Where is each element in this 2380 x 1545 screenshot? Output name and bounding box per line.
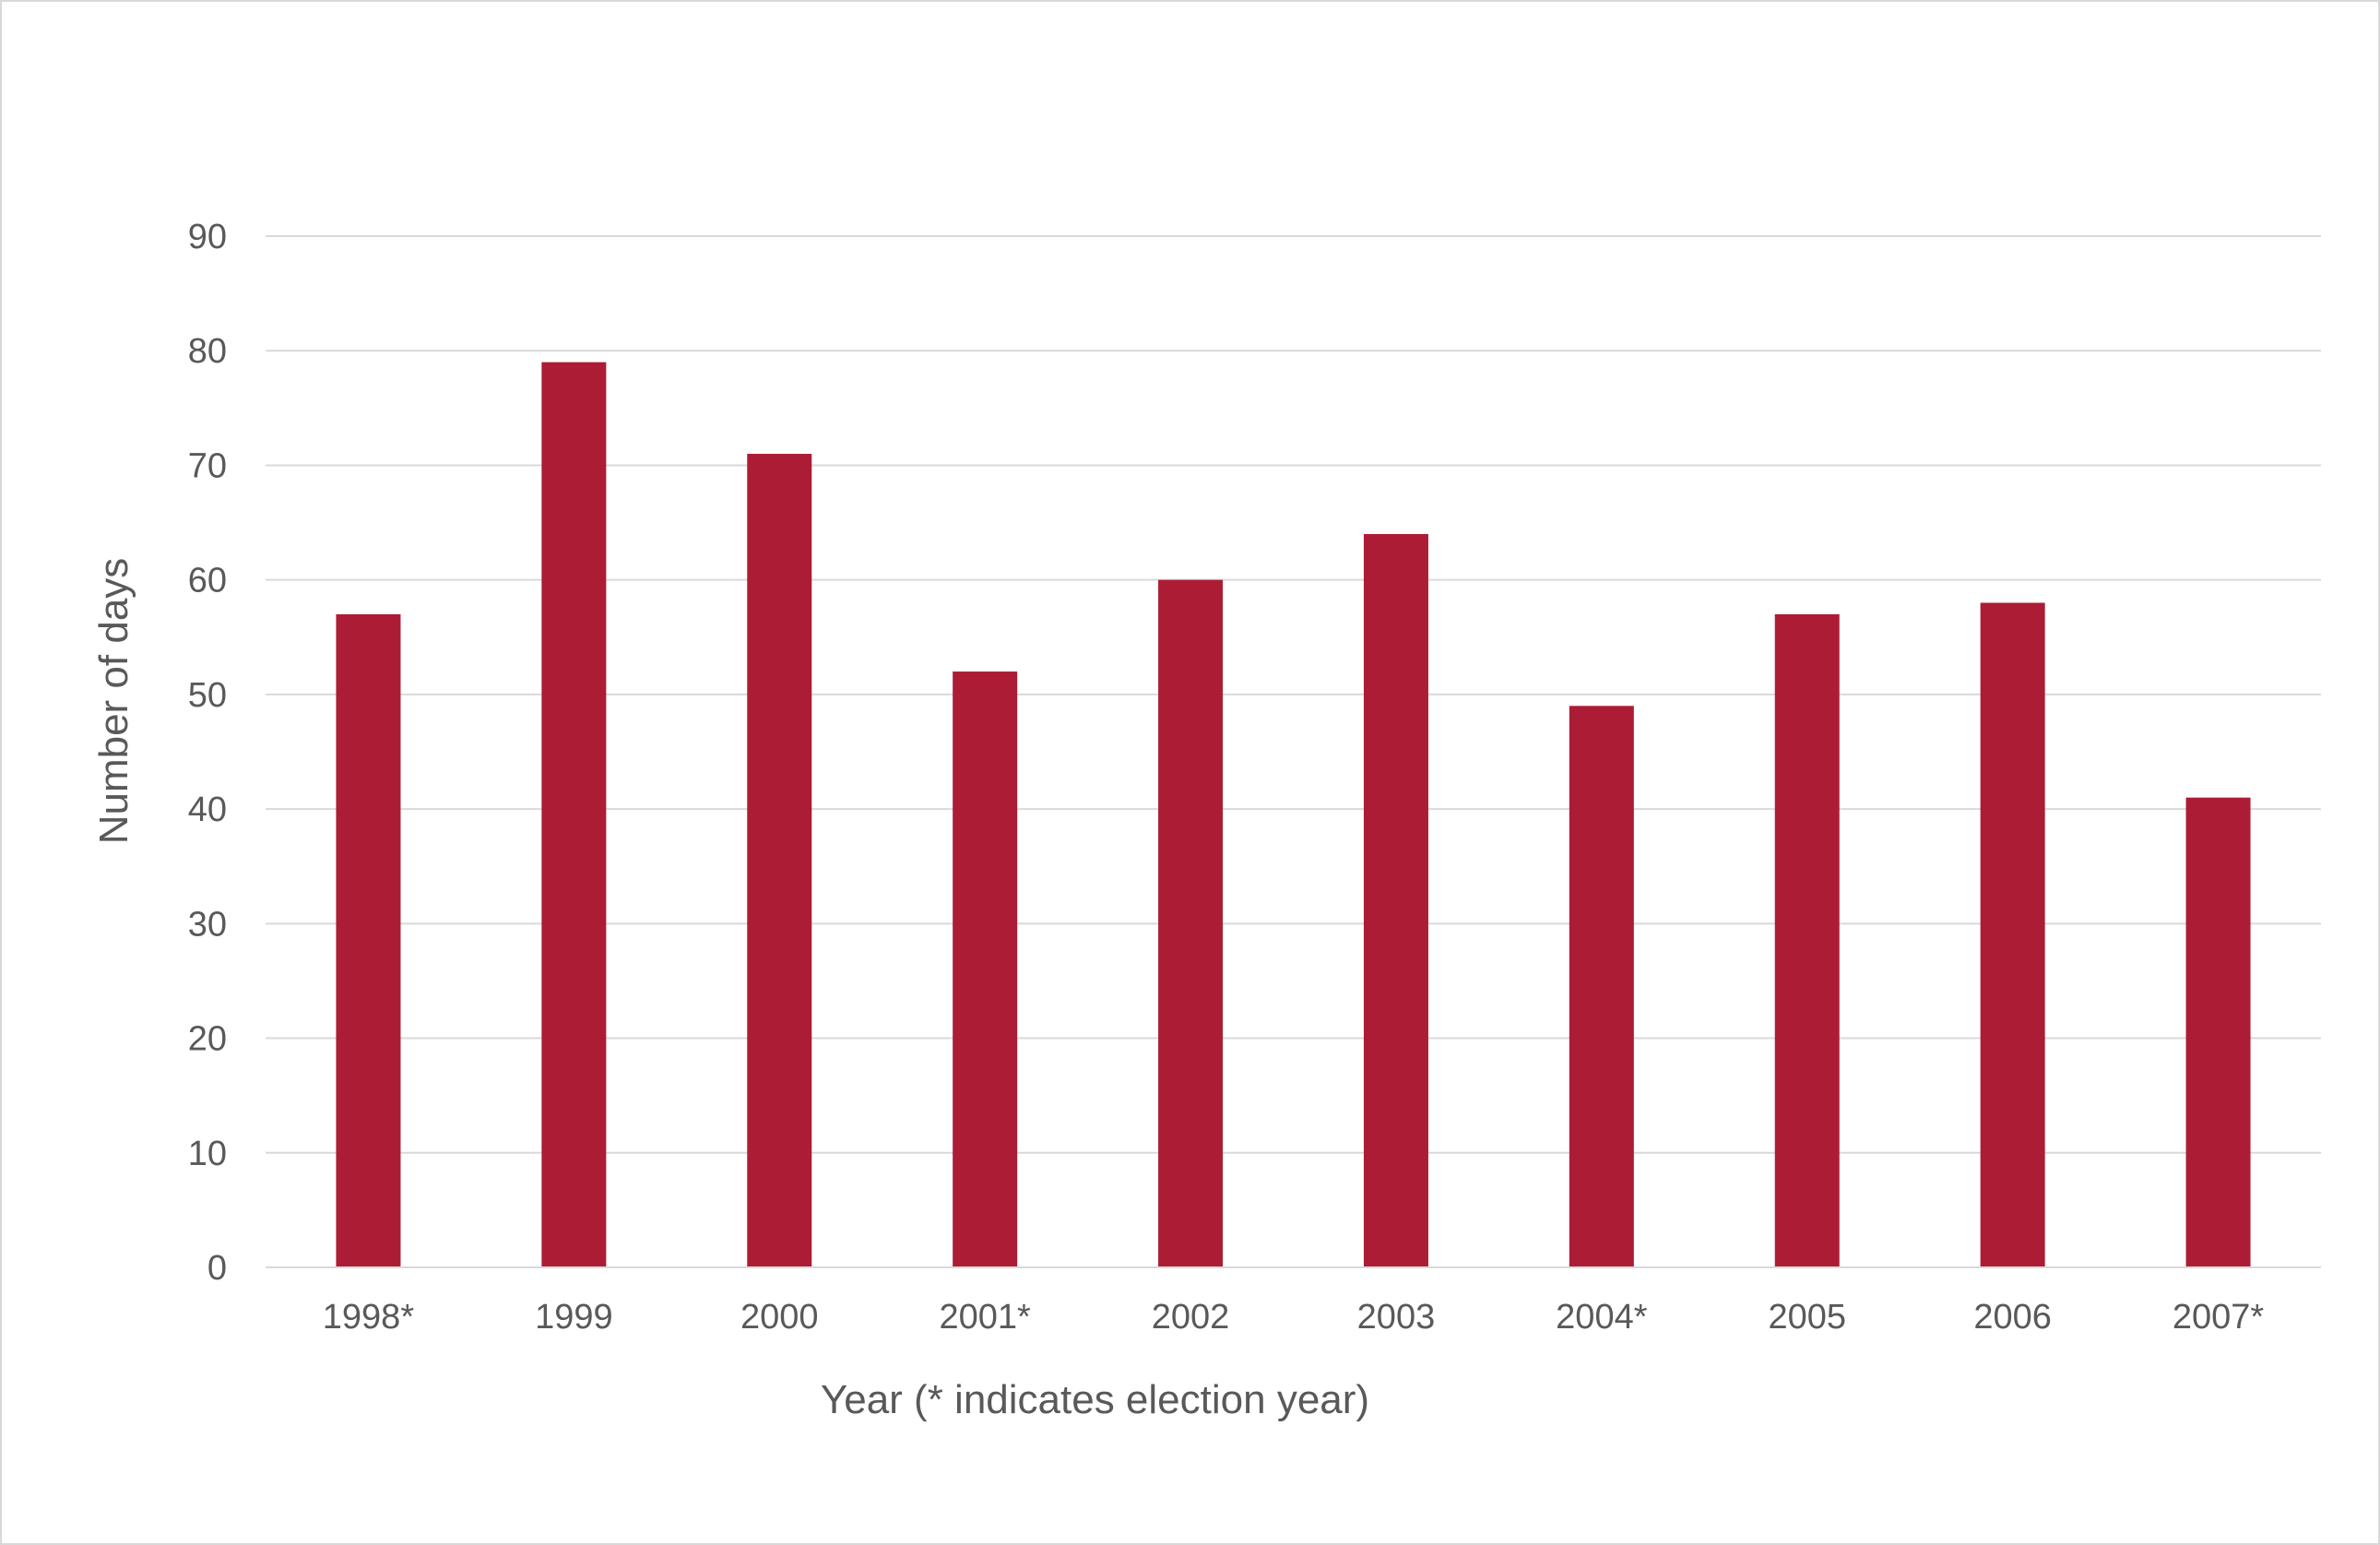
x-tick-label: 1998* [323, 1298, 415, 1337]
bar [541, 362, 607, 1268]
x-tick-label: 2004* [1556, 1298, 1648, 1337]
x-tick-label: 2002 [1152, 1298, 1230, 1337]
x-tick-label: 2006 [1973, 1298, 2052, 1337]
y-axis-tick-labels: 0 10 20 30 40 50 60 70 80 90 [188, 218, 227, 1288]
y-tick-label: 30 [188, 905, 227, 944]
x-tick-label: 2003 [1357, 1298, 1436, 1337]
x-axis-title: Year (* indicates election year) [821, 1377, 1369, 1422]
bar [336, 613, 401, 1267]
y-axis-title: Number of days [91, 558, 136, 845]
y-tick-label: 50 [188, 676, 227, 715]
x-tick-label: 2007* [2173, 1298, 2265, 1337]
y-tick-label: 0 [207, 1249, 227, 1288]
bar [1363, 533, 1428, 1267]
x-tick-label: 1999 [535, 1298, 613, 1337]
y-tick-label: 60 [188, 562, 227, 600]
y-tick-label: 20 [188, 1020, 227, 1059]
bar [1980, 602, 2045, 1267]
bar [953, 671, 1018, 1267]
y-tick-label: 90 [188, 218, 227, 256]
bar [1774, 613, 1840, 1267]
bar [1158, 579, 1224, 1267]
bar [1569, 706, 1634, 1267]
bar [2185, 797, 2251, 1267]
bar [747, 454, 812, 1267]
gridlines [266, 235, 2321, 1154]
y-tick-label: 10 [188, 1135, 227, 1173]
bars [336, 362, 2251, 1268]
x-axis-tick-labels: 1998* 1999 2000 2001* 2002 2003 2004* 2005 2006 2… [323, 1298, 2265, 1337]
y-tick-label: 40 [188, 790, 227, 829]
x-tick-label: 2000 [740, 1298, 819, 1337]
y-tick-label: 80 [188, 332, 227, 371]
x-tick-label: 2001* [939, 1298, 1031, 1337]
x-tick-label: 2005 [1768, 1298, 1846, 1337]
y-tick-label: 70 [188, 446, 227, 485]
